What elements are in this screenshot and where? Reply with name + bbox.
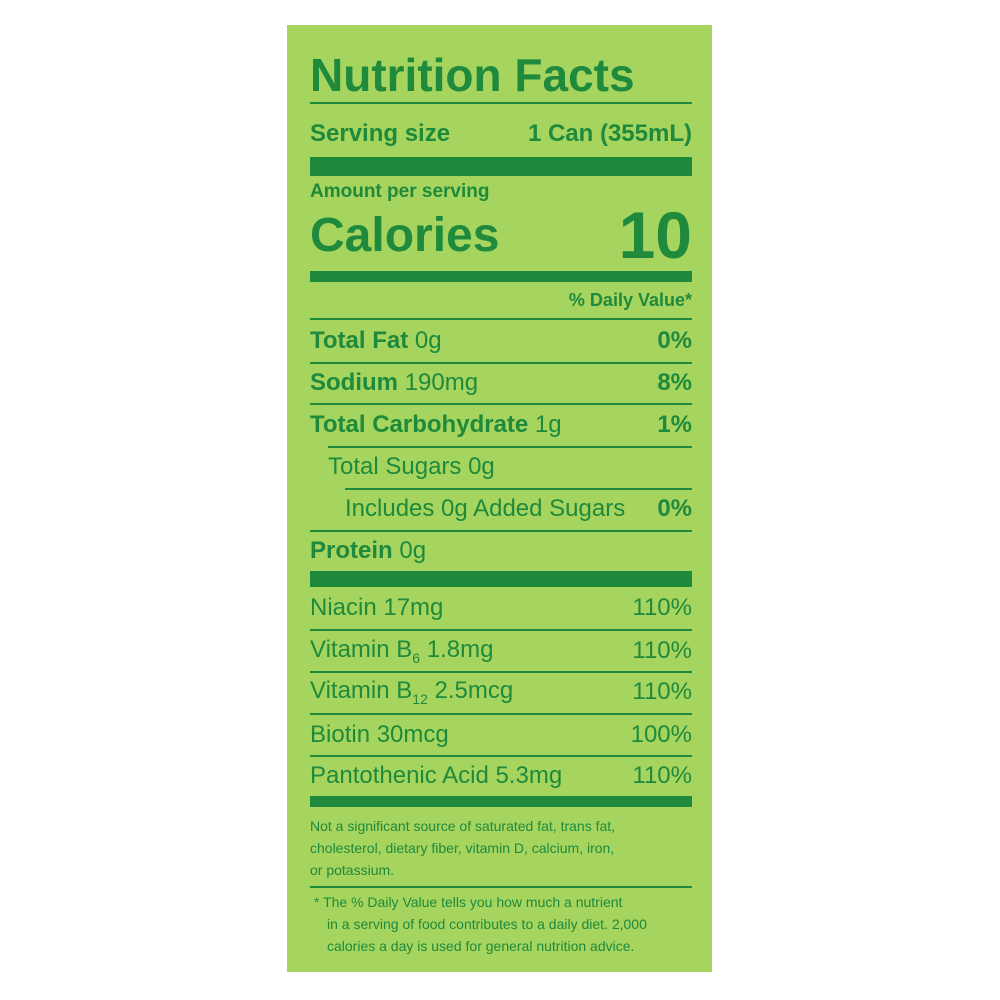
nutrient-dv: 1%: [657, 411, 692, 438]
nutrient-name: Protein: [310, 537, 393, 564]
nutrient-dv: 8%: [657, 369, 692, 396]
rule: [310, 671, 692, 673]
nutrient-dv: 0%: [657, 495, 692, 522]
nutrient-label: Protein 0g: [310, 537, 426, 565]
nutrient-row: Total Sugars 0g: [328, 447, 692, 487]
rule: [310, 362, 692, 364]
medium-rule: [310, 796, 692, 807]
nutrient-row: Total Fat 0g 0%: [310, 321, 692, 361]
thick-rule: [310, 571, 692, 587]
title: Nutrition Facts: [310, 49, 635, 101]
nutrient-dv: 0%: [657, 327, 692, 354]
vitamin-row: Niacin 17mg 110%: [310, 588, 692, 628]
amount-per-serving: Amount per serving: [310, 181, 490, 202]
rule: [310, 713, 692, 715]
nutrient-name: Total Fat: [310, 327, 409, 354]
vitamin-dv: 110%: [632, 637, 692, 664]
footnote: Not a significant source of saturated fa…: [310, 815, 692, 881]
calories-value: 10: [618, 198, 692, 272]
nutrient-row: Sodium 190mg 8%: [310, 363, 692, 403]
nutrient-amount: 0g: [414, 327, 442, 354]
rule: [310, 886, 692, 888]
rule: [310, 629, 692, 631]
rule: [310, 530, 692, 532]
nutrient-name: Includes 0g Added Sugars: [345, 495, 626, 522]
vitamin-row: Pantothenic Acid 5.3mg 110%: [310, 756, 692, 796]
nutrient-amount: 1g: [534, 411, 562, 438]
vitamin-label: Vitamin B6 1.8mg: [310, 636, 493, 666]
vitamin-dv: 100%: [630, 721, 692, 748]
footnote-line: calories a day is used for general nutri…: [327, 938, 635, 954]
vitamin-name: Biotin 30mcg: [310, 721, 449, 748]
daily-value-header: % Daily Value*: [568, 290, 692, 310]
vitamin-row: Vitamin B12 2.5mcg 110%: [310, 672, 692, 712]
thick-rule: [310, 157, 692, 176]
footnote: * The % Daily Value tells you how much a…: [314, 891, 692, 957]
rule: [310, 403, 692, 405]
footnote-line: Not a significant source of saturated fa…: [310, 818, 616, 834]
rule: [345, 488, 692, 490]
nutrient-label: Total Carbohydrate 1g: [310, 411, 562, 439]
nutrient-label: Sodium 190mg: [310, 369, 478, 397]
rule: [310, 755, 692, 757]
vitamin-subscript: 12: [412, 690, 428, 707]
footnote-line: in a serving of food contributes to a da…: [327, 916, 647, 932]
vitamin-name: Vitamin B: [310, 636, 413, 664]
nutrient-amount: 190mg: [404, 369, 479, 396]
rule: [310, 102, 692, 104]
nutrient-amount: 0g: [399, 537, 427, 564]
footnote-line: or potassium.: [310, 862, 395, 878]
vitamin-row: Biotin 30mcg 100%: [310, 715, 692, 755]
vitamin-amount: 1.8mg: [426, 636, 494, 664]
nutrient-name: Sodium: [310, 369, 398, 396]
vitamin-row: Vitamin B6 1.8mg 110%: [310, 631, 692, 671]
nutrient-name: Total Carbohydrate: [310, 411, 529, 438]
serving-value: 1 Can (355mL): [527, 120, 692, 147]
vitamin-dv: 110%: [632, 762, 692, 789]
nutrient-row: Includes 0g Added Sugars 0%: [345, 489, 692, 529]
serving-row: Serving size 1 Can (355mL): [310, 114, 692, 154]
nutrient-label: Total Fat 0g: [310, 327, 442, 355]
vitamin-dv: 110%: [632, 678, 692, 705]
medium-rule: [310, 271, 692, 282]
vitamin-name: Niacin 17mg: [310, 594, 444, 621]
vitamin-subscript: 6: [412, 649, 421, 666]
vitamin-amount: 2.5mcg: [434, 677, 514, 705]
calories-label: Calories: [310, 208, 500, 262]
rule: [328, 446, 692, 448]
nutrient-row: Protein 0g: [310, 531, 692, 571]
nutrient-row: Total Carbohydrate 1g 1%: [310, 405, 692, 445]
serving-label: Serving size: [310, 120, 451, 147]
label-panel: [287, 25, 712, 972]
rule: [310, 318, 692, 320]
vitamin-name: Pantothenic Acid 5.3mg: [310, 762, 563, 789]
vitamin-dv: 110%: [632, 594, 692, 621]
footnote-line: cholesterol, dietary fiber, vitamin D, c…: [310, 840, 615, 856]
vitamin-label: Vitamin B12 2.5mcg: [310, 677, 513, 707]
nutrient-name: Total Sugars 0g: [328, 453, 495, 480]
vitamin-name: Vitamin B: [310, 677, 413, 705]
calories-row: Calories 10: [310, 196, 692, 274]
footnote-line: * The % Daily Value tells you how much a…: [314, 894, 623, 910]
